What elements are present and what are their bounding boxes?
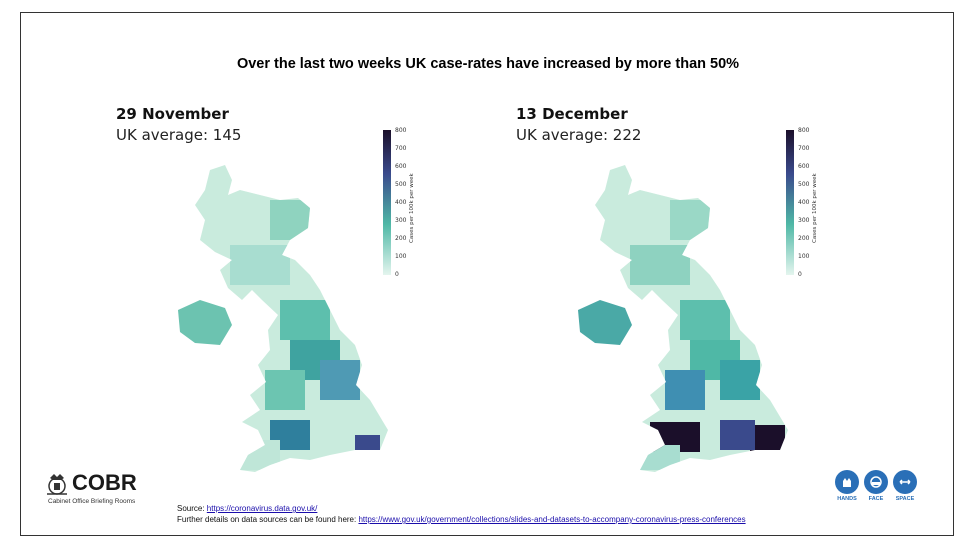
space-icon <box>893 470 917 494</box>
colorbar-tick: 400 <box>395 199 407 206</box>
source-link[interactable]: https://coronavirus.data.gov.uk/ <box>206 504 318 513</box>
hands-icon <box>835 470 859 494</box>
face-label: FACE <box>868 496 884 502</box>
slide-title: Over the last two weeks UK case-rates ha… <box>236 56 740 72</box>
hands-item: HANDS <box>832 470 862 502</box>
colorbar-ticks-right: 800 700 600 500 400 300 200 100 0 <box>798 127 809 289</box>
colorbar-tick: 0 <box>395 271 399 278</box>
colorbar-label-right: Cases per 100k per week <box>812 173 818 243</box>
panel-date-left: 29 November <box>116 105 229 123</box>
colorbar-tick: 600 <box>395 163 407 170</box>
colorbar-tick: 300 <box>798 217 810 224</box>
colorbar-tick: 400 <box>798 199 810 206</box>
colorbar-label-left: Cases per 100k per week <box>409 173 415 243</box>
details-prefix: Further details on data sources can be f… <box>177 515 359 524</box>
face-item: FACE <box>861 470 891 502</box>
colorbar-tick: 200 <box>798 235 810 242</box>
cobr-name: COBR <box>72 470 137 495</box>
space-item: SPACE <box>890 470 920 502</box>
panel-average-right: UK average: 222 <box>516 126 642 144</box>
colorbar-tick: 500 <box>395 181 407 188</box>
source-notes: Source: https://coronavirus.data.gov.uk/… <box>177 503 746 525</box>
colorbar-tick: 700 <box>798 145 810 152</box>
slide-frame <box>20 12 954 536</box>
colorbar-tick: 300 <box>395 217 407 224</box>
colorbar-tick: 0 <box>798 271 802 278</box>
colorbar-tick: 500 <box>798 181 810 188</box>
panel-average-left: UK average: 145 <box>116 126 242 144</box>
colorbar-tick: 700 <box>395 145 407 152</box>
colorbar-tick: 800 <box>395 127 407 134</box>
details-link[interactable]: https://www.gov.uk/government/collection… <box>358 515 746 524</box>
colorbar-right <box>786 130 794 275</box>
colorbar-ticks-left: 800 700 600 500 400 300 200 100 0 <box>395 127 406 289</box>
face-icon <box>864 470 888 494</box>
colorbar-tick: 100 <box>395 253 407 260</box>
royal-crest-icon <box>47 474 67 495</box>
colorbar-tick: 600 <box>798 163 810 170</box>
colorbar-left <box>383 130 391 275</box>
colorbar-tick: 100 <box>798 253 810 260</box>
uk-map-right <box>578 165 788 472</box>
hands-label: HANDS <box>837 496 857 502</box>
colorbar-tick: 200 <box>395 235 407 242</box>
source-prefix: Source: <box>177 504 207 513</box>
colorbar-tick: 800 <box>798 127 810 134</box>
cobr-subtitle: Cabinet Office Briefing Rooms <box>48 498 136 505</box>
space-label: SPACE <box>895 496 915 502</box>
panel-date-right: 13 December <box>516 105 628 123</box>
uk-map-left <box>178 165 388 472</box>
